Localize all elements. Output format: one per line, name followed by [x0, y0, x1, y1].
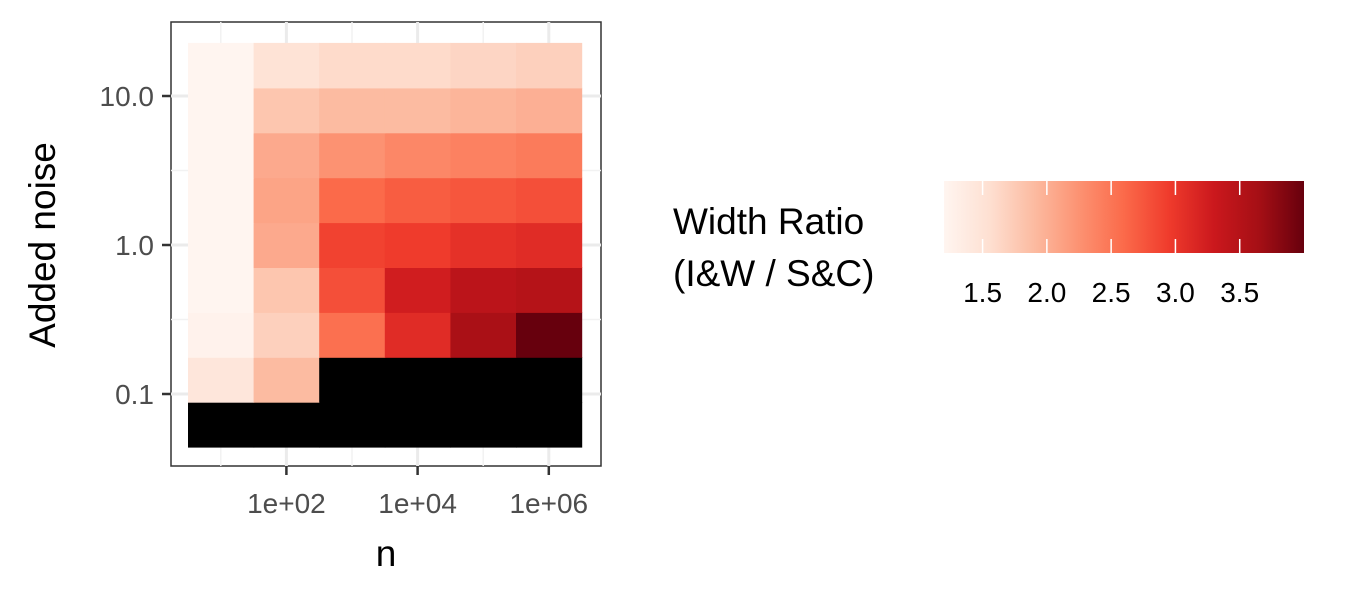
heatmap-tile [253, 312, 320, 358]
heatmap-tile [516, 357, 583, 403]
heatmap-tile [450, 222, 517, 268]
heatmap-tile [450, 357, 517, 403]
legend-tick-label: 3.5 [1220, 277, 1259, 308]
heatmap-tile [516, 177, 583, 224]
heatmap-tile [516, 312, 583, 358]
heatmap-tile [384, 132, 451, 179]
heatmap-tile [188, 177, 255, 224]
x-tick-label: 1e+06 [509, 488, 588, 519]
heatmap-tile [450, 177, 517, 224]
heatmap-tile [450, 42, 517, 89]
heatmap-tile [319, 42, 386, 89]
heatmap-tile [253, 267, 320, 313]
heatmap-tile [319, 132, 386, 179]
heatmap-tile [188, 267, 255, 313]
heatmap-tile [188, 357, 255, 403]
legend-title-line-2: (I&W / S&C) [673, 253, 874, 294]
heatmap-tile [516, 132, 583, 179]
heatmap-tile [253, 222, 320, 268]
heatmap-tile [450, 87, 517, 134]
y-tick-label: 1.0 [115, 230, 154, 261]
legend-tick-label: 3.0 [1156, 277, 1195, 308]
heatmap-tile [384, 42, 451, 89]
heatmap-tile [516, 87, 583, 134]
y-tick-label: 0.1 [115, 379, 154, 410]
heatmap-tile [253, 132, 320, 179]
heatmap-tile [319, 267, 386, 313]
y-axis: 0.1 1.0 10.0 [100, 81, 171, 410]
heatmap-tile [188, 402, 255, 448]
color-legend: Width Ratio (I&W / S&C) 1.5 2.0 2.5 3.0 3.5 [673, 181, 1304, 308]
x-tick-label: 1e+02 [247, 488, 326, 519]
heatmap-tile [253, 357, 320, 403]
heatmap-tile [319, 312, 386, 358]
heatmap-tile [516, 222, 583, 268]
legend-tick-label: 1.5 [963, 277, 1002, 308]
heatmap-tile [188, 42, 255, 89]
heatmap-tile [384, 267, 451, 313]
legend-ticks: 1.5 2.0 2.5 3.0 3.5 [963, 181, 1259, 308]
heatmap-tile [450, 267, 517, 313]
legend-title-line-1: Width Ratio [673, 201, 864, 242]
heatmap-tile [384, 402, 451, 448]
heatmap-tile [384, 87, 451, 134]
legend-colorbar [944, 181, 1304, 253]
heatmap-tile [384, 222, 451, 268]
heatmap-tile [188, 222, 255, 268]
heatmap-tile [319, 222, 386, 268]
heatmap-tile [253, 177, 320, 224]
heatmap-tile [516, 267, 583, 313]
heatmap-tile [319, 177, 386, 224]
heatmap-tile [384, 357, 451, 403]
heatmap-tile [450, 132, 517, 179]
heatmap-tile [188, 132, 255, 179]
x-tick-label: 1e+04 [378, 488, 457, 519]
heatmap-tile [319, 87, 386, 134]
heatmap-tile [450, 402, 517, 448]
x-axis: 1e+02 1e+04 1e+06 [247, 466, 588, 519]
y-tick-label: 10.0 [100, 81, 155, 112]
heatmap-tile [188, 87, 255, 134]
heatmap-tile [384, 312, 451, 358]
heatmap-tile [253, 87, 320, 134]
heatmap-tile [188, 312, 255, 358]
legend-tick-label: 2.0 [1027, 277, 1066, 308]
heatmap-tile [384, 177, 451, 224]
heatmap-tile [319, 357, 386, 403]
y-axis-title: Added noise [22, 142, 63, 348]
legend-tick-label: 2.5 [1092, 277, 1131, 308]
heatmap-tiles [188, 42, 583, 448]
heatmap-tile [450, 312, 517, 358]
heatmap-tile [253, 402, 320, 448]
heatmap-tile [516, 402, 583, 448]
heatmap-tile [253, 42, 320, 89]
x-axis-title: n [376, 533, 397, 574]
heatmap-tile [516, 42, 583, 89]
heatmap-tile [319, 402, 386, 448]
